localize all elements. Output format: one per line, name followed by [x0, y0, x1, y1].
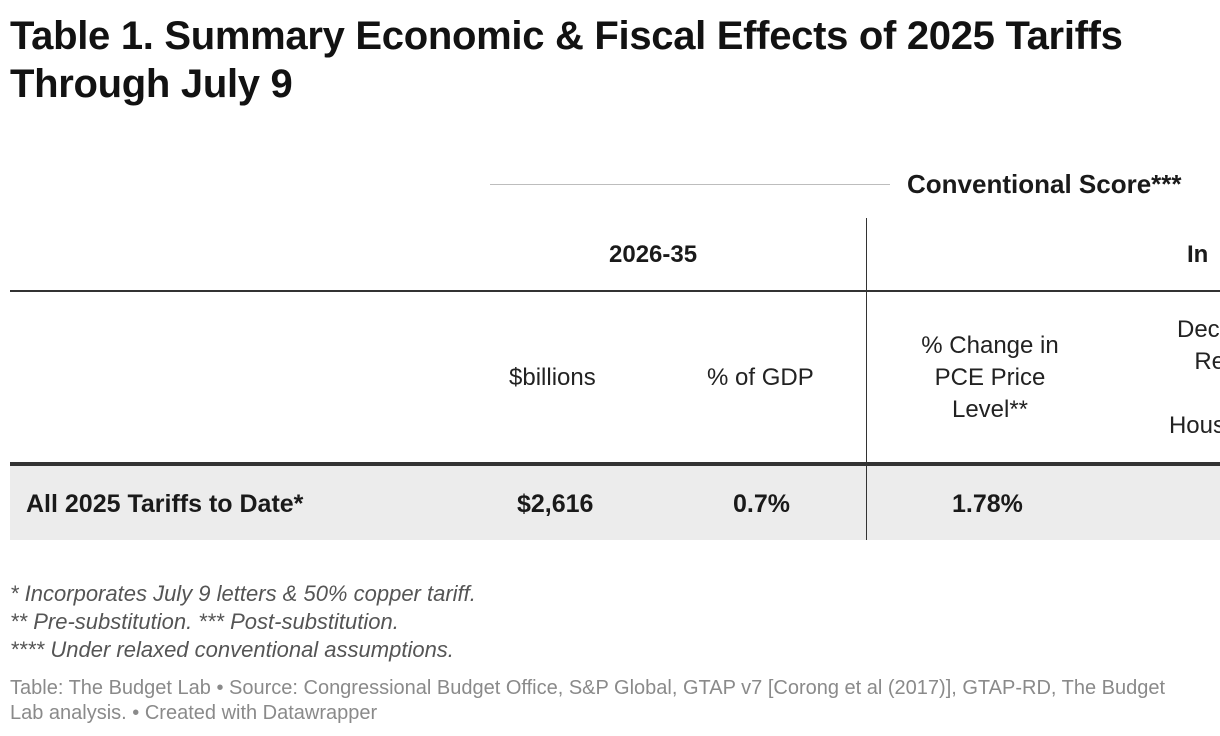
cell-gdp: 0.7% [733, 490, 790, 518]
column-header-pce-line: Level** [951, 396, 1029, 423]
group-divider [866, 218, 867, 292]
table-title: Table 1. Summary Economic & Fiscal Effec… [10, 14, 1123, 106]
column-header-pce-line: PCE Price [934, 364, 1046, 391]
column-header-pce: % Change in PCE Price Level** [880, 330, 1100, 426]
column-header-gdp: % of GDP [707, 364, 814, 391]
table-row [10, 466, 1220, 540]
row-divider [866, 466, 867, 540]
footnote: * Incorporates July 9 letters & 50% copp… [10, 581, 476, 606]
column-header-decline-line: I [1100, 378, 1220, 410]
header-bottom-rule [10, 462, 1220, 466]
column-header-billions: $billions [509, 364, 596, 391]
footnote: **** Under relaxed conventional assumpti… [10, 637, 454, 662]
row-label: All 2025 Tariffs to Date* [26, 490, 304, 518]
group-header-2026-35: 2026-35 [609, 241, 698, 268]
super-header-label: Conventional Score*** [907, 169, 1182, 199]
column-header-decline-line: Hous [1168, 412, 1220, 439]
footnote: ** Pre-substitution. *** Post-substituti… [10, 609, 399, 634]
cell-pce: 1.78% [952, 490, 1023, 518]
super-header-rule [490, 184, 890, 185]
column-header-pce-line: % Change in [921, 332, 1059, 359]
group-header-rule [10, 290, 1220, 292]
cell-billions: $2,616 [517, 490, 594, 518]
column-header-decline-line: Re [1194, 348, 1220, 375]
group-header-in: In [1187, 241, 1209, 268]
column-header-decline-line: Decl [1176, 316, 1220, 343]
source-credit: Table: The Budget Lab • Source: Congress… [10, 677, 1166, 724]
column-header-decline: Decl Re I Hous [1100, 314, 1220, 442]
column-divider [866, 292, 867, 464]
